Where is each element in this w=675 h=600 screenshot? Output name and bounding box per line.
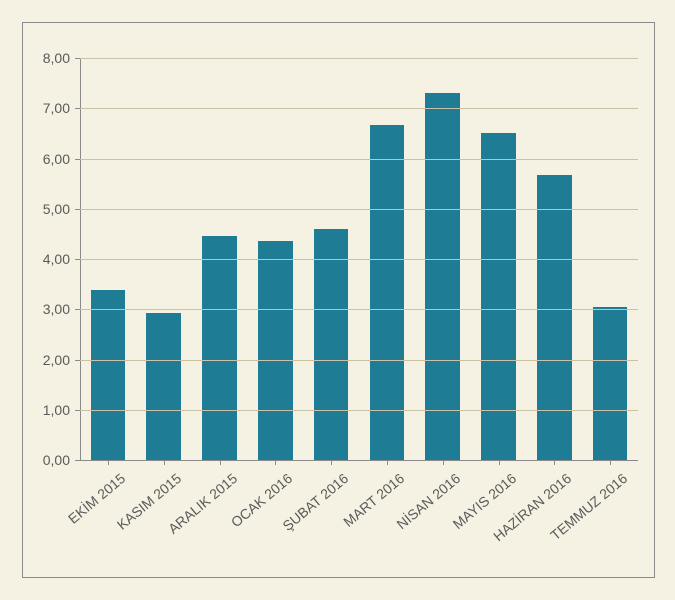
y-tick-mark (75, 410, 80, 411)
bar (146, 313, 181, 460)
y-tick-label: 8,00 (20, 50, 70, 66)
x-tick-mark (554, 460, 555, 465)
y-tick-mark (75, 460, 80, 461)
y-tick-mark (75, 309, 80, 310)
grid-line (80, 159, 638, 160)
y-tick-label: 0,00 (20, 452, 70, 468)
y-tick-label: 3,00 (20, 301, 70, 317)
grid-line (80, 209, 638, 210)
y-tick-mark (75, 58, 80, 59)
grid-line (80, 410, 638, 411)
x-tick-mark (387, 460, 388, 465)
grid-line (80, 108, 638, 109)
bar (91, 290, 126, 460)
y-tick-mark (75, 259, 80, 260)
y-tick-mark (75, 159, 80, 160)
bar (537, 175, 572, 460)
x-tick-mark (164, 460, 165, 465)
bar (425, 93, 460, 460)
bar (481, 133, 516, 460)
y-tick-label: 4,00 (20, 251, 70, 267)
y-tick-label: 1,00 (20, 402, 70, 418)
bar (258, 241, 293, 460)
x-tick-mark (220, 460, 221, 465)
chart-container: 0,001,002,003,004,005,006,007,008,00EKİM… (0, 0, 675, 600)
y-tick-label: 2,00 (20, 352, 70, 368)
bar (314, 229, 349, 460)
x-tick-mark (499, 460, 500, 465)
y-tick-label: 7,00 (20, 100, 70, 116)
y-tick-mark (75, 108, 80, 109)
x-tick-mark (443, 460, 444, 465)
grid-line (80, 309, 638, 310)
x-tick-mark (610, 460, 611, 465)
bar (202, 236, 237, 460)
grid-line (80, 259, 638, 260)
y-tick-label: 6,00 (20, 151, 70, 167)
y-tick-label: 5,00 (20, 201, 70, 217)
bar (593, 307, 628, 460)
x-tick-mark (275, 460, 276, 465)
x-tick-mark (108, 460, 109, 465)
grid-line (80, 58, 638, 59)
x-tick-mark (331, 460, 332, 465)
grid-line (80, 360, 638, 361)
y-tick-mark (75, 360, 80, 361)
y-tick-mark (75, 209, 80, 210)
